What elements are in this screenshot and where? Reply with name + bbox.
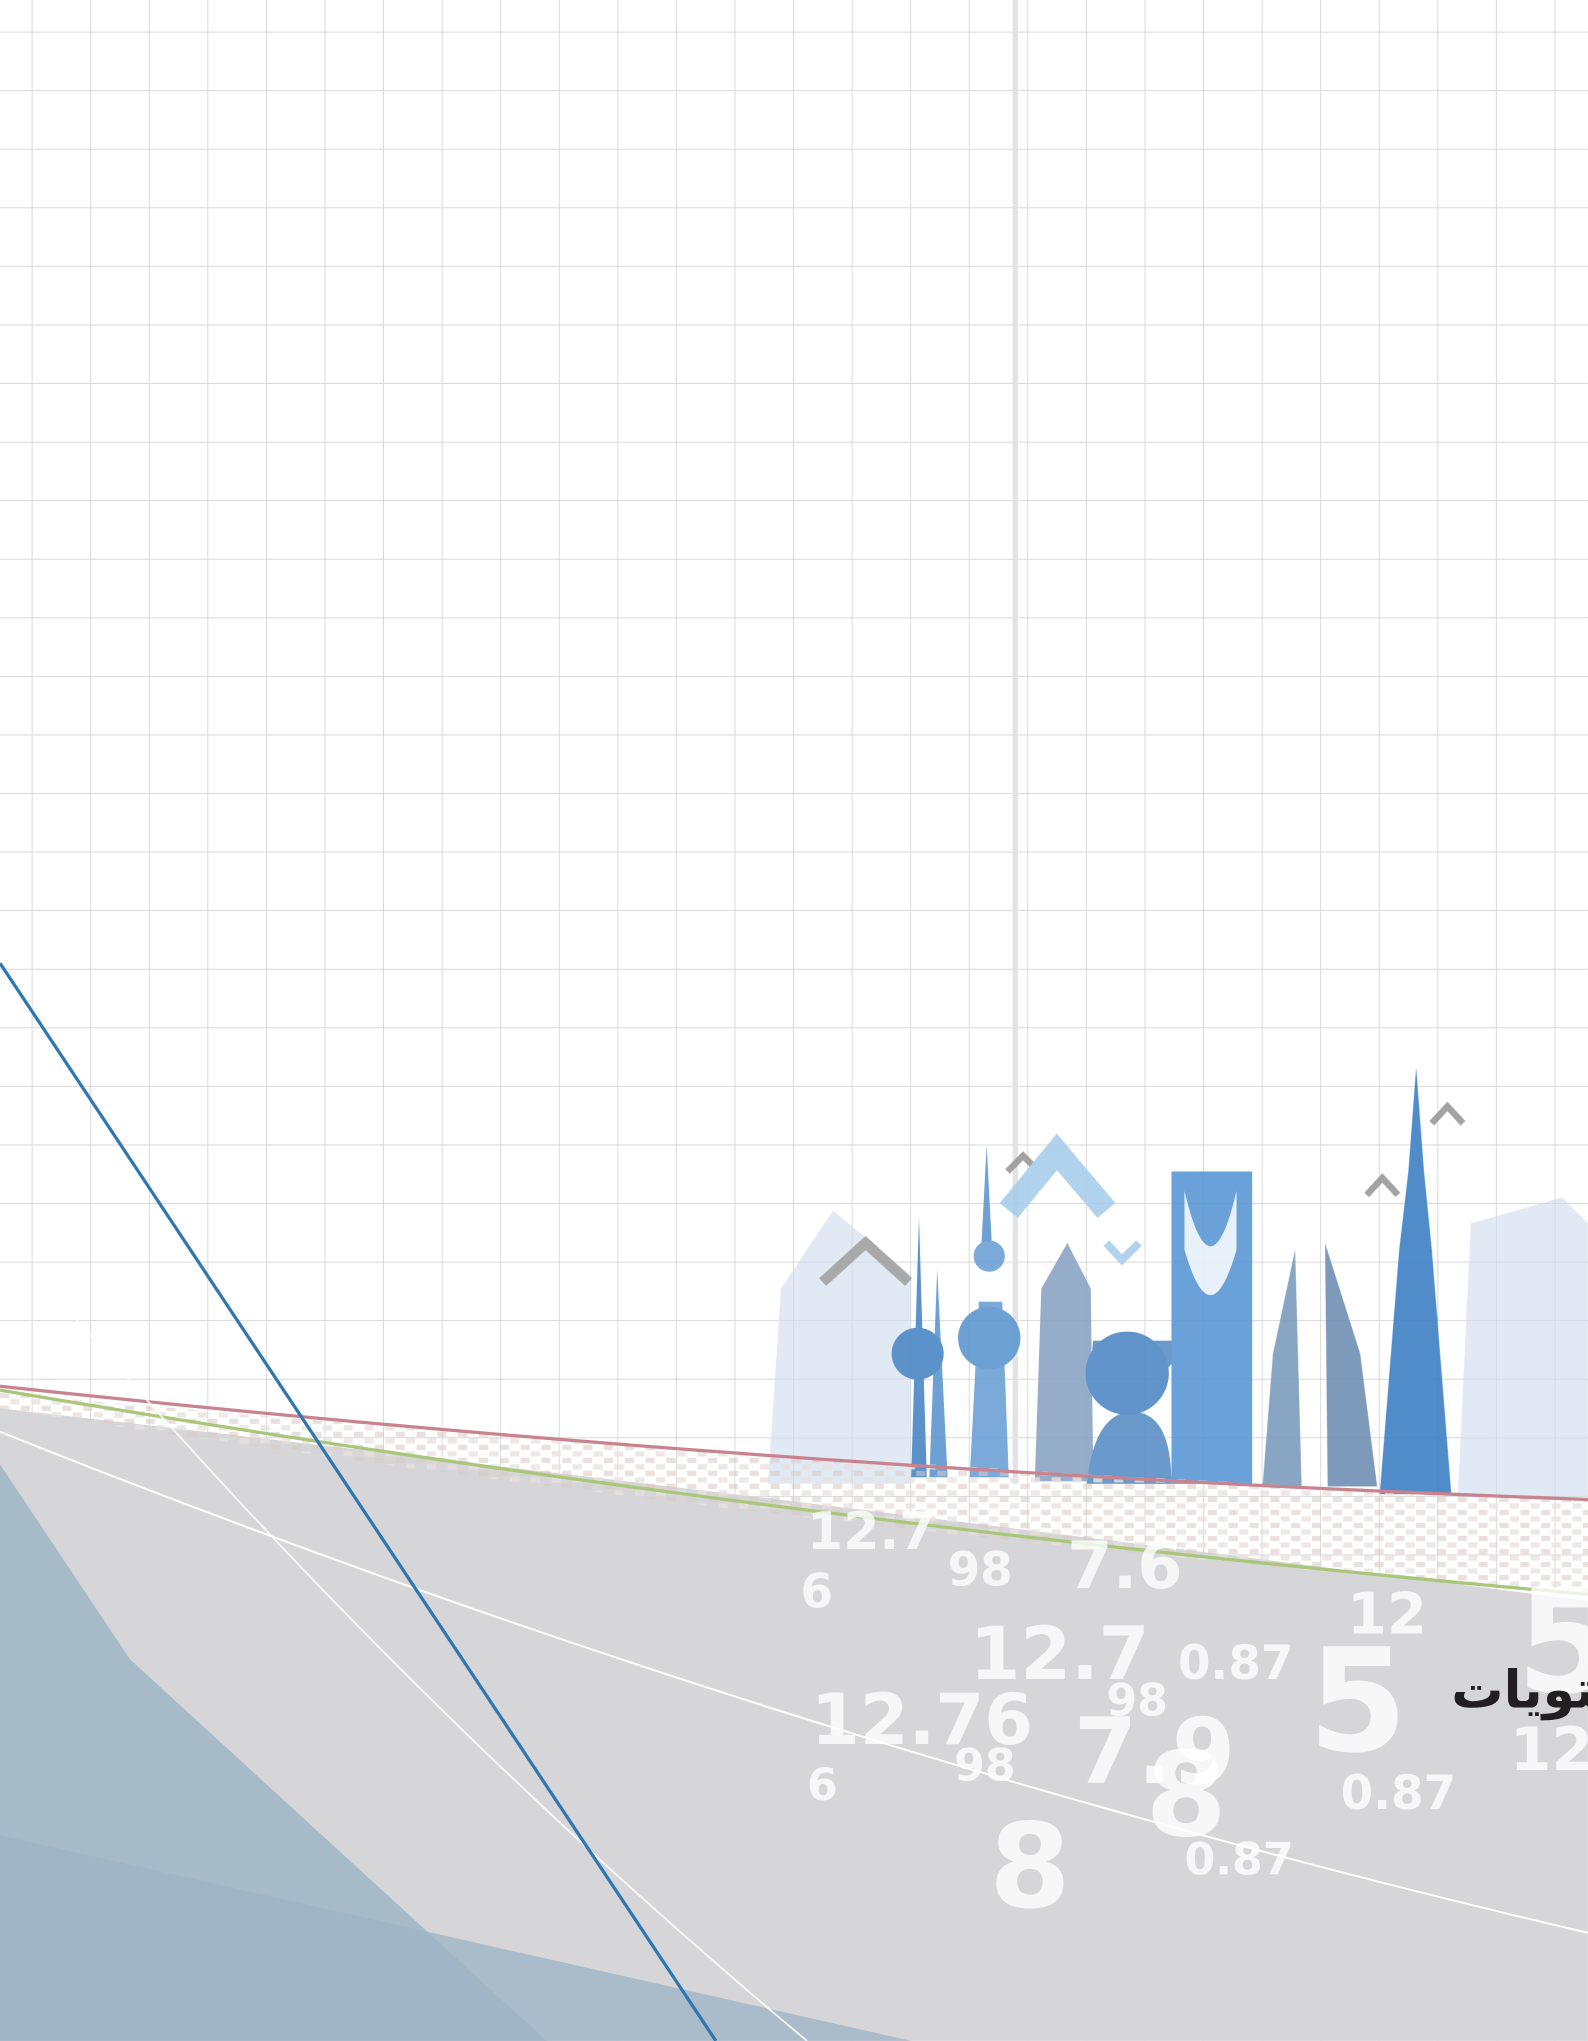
background-number: 5 — [1516, 1559, 1588, 1726]
background-number: 0.87 — [1178, 1637, 1294, 1691]
background-number: 12 — [1510, 1715, 1588, 1785]
white-curve — [0, 1430, 1588, 1934]
background-number: 7.9 — [1074, 1699, 1235, 1805]
background-number: 98 — [1106, 1676, 1168, 1727]
blue-line — [0, 962, 718, 2041]
skyline — [767, 1067, 1588, 1497]
background-number: 7.6 — [1067, 1529, 1182, 1604]
page-title: المحتويات — [1451, 1661, 1588, 1721]
background-number: 12 — [1347, 1581, 1427, 1648]
red-curve — [0, 1384, 1588, 1502]
background-numbers: 12.79867.612512.70.8798512.767.91298680.… — [800, 1502, 1588, 1935]
background-number: 12.7 — [807, 1502, 935, 1562]
background-number: 0.87 — [1341, 1767, 1457, 1821]
background-number: 12.7 — [970, 1612, 1150, 1697]
white-curve — [38, 1274, 808, 2041]
background-number: 98 — [954, 1741, 1016, 1792]
background-number: 12.76 — [811, 1679, 1033, 1761]
background-number: 98 — [948, 1543, 1013, 1597]
background-number: 8 — [989, 1798, 1071, 1935]
background-number: 6 — [807, 1760, 838, 1811]
background-number: 8 — [1145, 1726, 1227, 1863]
background-number: 0.87 — [1184, 1834, 1293, 1885]
green-curve — [0, 1388, 1588, 1597]
background-number: 5 — [1308, 1618, 1408, 1785]
gray-ground — [0, 1408, 1588, 2041]
mosaic-band — [0, 1392, 1588, 1595]
background-number: 6 — [800, 1565, 833, 1619]
